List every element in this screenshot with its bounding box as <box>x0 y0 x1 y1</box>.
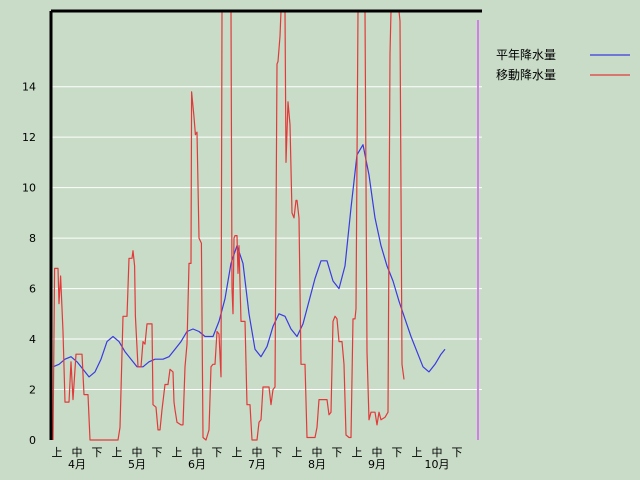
y-tick-label: 14 <box>22 81 36 94</box>
y-tick-label: 10 <box>22 182 36 195</box>
x-subtick-label: 中 <box>312 446 323 459</box>
x-subtick-label: 下 <box>332 446 343 459</box>
y-tick-label: 6 <box>29 283 36 296</box>
x-subtick-label: 上 <box>112 446 123 459</box>
x-subtick-label: 中 <box>252 446 263 459</box>
x-axis-ticks: 上中下上中下上中下上中下上中下上中下上中下4月 5月 6月 7月 8月 9月 10月 <box>52 446 463 471</box>
x-subtick-label: 下 <box>212 446 223 459</box>
x-subtick-label: 中 <box>132 446 143 459</box>
series-line-1 <box>52 10 405 441</box>
y-tick-label: 0 <box>29 434 36 447</box>
x-month-label: 8月 <box>308 458 326 471</box>
series-lines <box>52 10 446 441</box>
y-tick-label: 8 <box>29 232 36 245</box>
x-subtick-label: 上 <box>352 446 363 459</box>
x-month-label: 6月 <box>188 458 206 471</box>
x-month-label: 4月 <box>68 458 86 471</box>
x-subtick-label: 上 <box>52 446 63 459</box>
series-line-0 <box>52 144 446 378</box>
x-subtick-label: 下 <box>92 446 103 459</box>
x-subtick-label: 中 <box>192 446 203 459</box>
x-month-label: 9月 <box>368 458 386 471</box>
x-month-label: 5月 <box>128 458 146 471</box>
x-subtick-label: 上 <box>172 446 183 459</box>
x-subtick-label: 上 <box>292 446 303 459</box>
x-subtick-label: 上 <box>412 446 423 459</box>
x-month-label: 10月 <box>425 458 450 471</box>
x-subtick-label: 下 <box>392 446 403 459</box>
x-month-label: 7月 <box>248 458 266 471</box>
legend: 平年降水量 移動降水量 <box>496 48 630 82</box>
x-subtick-label: 下 <box>272 446 283 459</box>
x-subtick-label: 下 <box>152 446 163 459</box>
y-tick-label: 4 <box>29 333 36 346</box>
y-tick-label: 2 <box>29 384 36 397</box>
legend-label-moving: 移動降水量 <box>496 68 556 82</box>
legend-label-normal: 平年降水量 <box>496 48 556 62</box>
x-subtick-label: 中 <box>432 446 443 459</box>
x-subtick-label: 下 <box>452 446 463 459</box>
y-tick-label: 12 <box>22 131 36 144</box>
y-axis-ticks: 0 2 4 6 8 10 12 14 <box>22 81 36 447</box>
x-subtick-label: 上 <box>232 446 243 459</box>
x-subtick-label: 中 <box>372 446 383 459</box>
x-subtick-label: 中 <box>72 446 83 459</box>
